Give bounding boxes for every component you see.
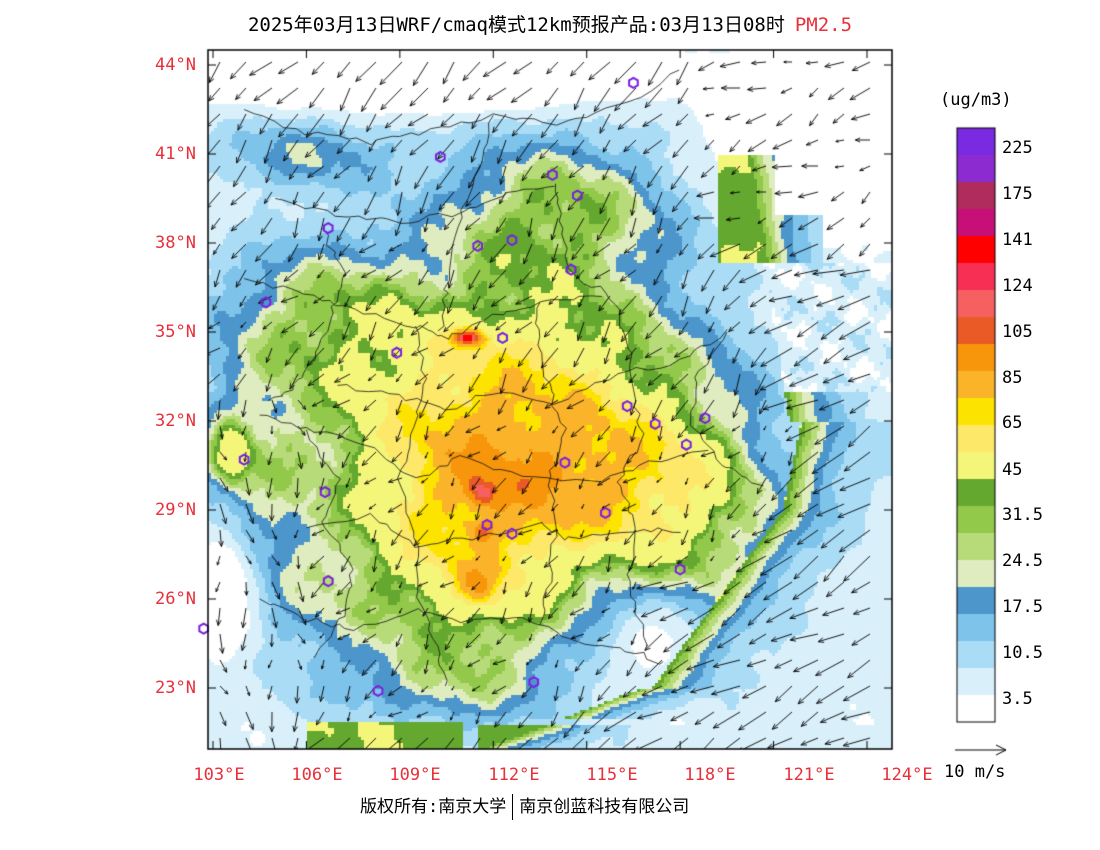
wind-reference-label: 10 m/s [944, 762, 1006, 782]
colorbar-label-225: 225 [1002, 138, 1033, 158]
lon-label-121: 121°E [783, 765, 835, 785]
lon-label-115: 115°E [586, 765, 638, 785]
lat-label-26: 26°N [155, 589, 196, 609]
footer-divider [512, 794, 514, 820]
colorbar-label-85: 85 [1002, 368, 1023, 388]
colorbar-label-31-5: 31.5 [1002, 505, 1043, 525]
lat-label-23: 23°N [155, 678, 196, 698]
lon-label-118: 118°E [684, 765, 736, 785]
lat-label-41: 41°N [155, 144, 196, 164]
lon-label-124: 124°E [881, 765, 933, 785]
colorbar-label-65: 65 [1002, 413, 1023, 433]
colorbar-label-141: 141 [1002, 230, 1033, 250]
chart-title: 2025年03月13日WRF/cmaq模式12km预报产品:03月13日08时 P… [0, 10, 1100, 37]
lat-label-44: 44°N [155, 55, 196, 75]
copyright-footer: 版权所有:南京大学 南京创蓝科技有限公司 [360, 792, 689, 820]
colorbar-label-10-5: 10.5 [1002, 643, 1043, 663]
colorbar-label-24-5: 24.5 [1002, 551, 1043, 571]
copyright-right: 南京创蓝科技有限公司 [519, 797, 690, 817]
variable-name: PM2.5 [794, 14, 853, 36]
lat-label-38: 38°N [155, 233, 196, 253]
lon-label-109: 109°E [389, 765, 441, 785]
lat-label-35: 35°N [155, 322, 196, 342]
lat-label-29: 29°N [155, 500, 196, 520]
copyright-left: 版权所有:南京大学 [360, 797, 507, 817]
colorbar-label-124: 124 [1002, 276, 1033, 296]
lon-label-112: 112°E [488, 765, 540, 785]
colorbar-label-105: 105 [1002, 322, 1033, 342]
lat-label-32: 32°N [155, 411, 196, 431]
lon-label-106: 106°E [291, 765, 343, 785]
colorbar-label-175: 175 [1002, 184, 1033, 204]
colorbar-label-3-5: 3.5 [1002, 689, 1033, 709]
title-text: 2025年03月13日WRF/cmaq模式12km预报产品:03月13日08时 [247, 14, 785, 36]
colorbar-label-17-5: 17.5 [1002, 597, 1043, 617]
colorbar-unit: (ug/m3) [940, 90, 1012, 110]
colorbar-label-45: 45 [1002, 460, 1023, 480]
lon-label-103: 103°E [193, 765, 245, 785]
